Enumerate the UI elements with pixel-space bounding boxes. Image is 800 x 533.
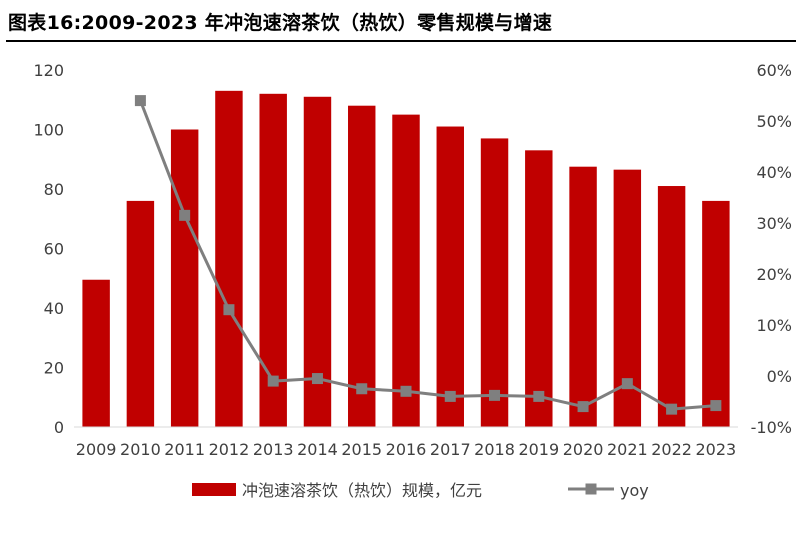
- right-tick-label: 50%: [756, 112, 792, 131]
- chart-title: 图表16:2009-2023 年冲泡速溶茶饮（热饮）零售规模与增速: [8, 12, 553, 34]
- legend-bar-swatch: [192, 483, 236, 496]
- x-tick-label: 2015: [341, 440, 382, 459]
- left-tick-label: 40: [44, 299, 64, 318]
- yoy-marker-2013: [267, 375, 279, 387]
- x-tick-label: 2009: [76, 440, 117, 459]
- bar-series: [82, 90, 730, 428]
- right-tick-label: 0%: [767, 367, 792, 386]
- bar-2009: [82, 279, 110, 427]
- right-axis-ticks: -10% 0% 10% 20% 30% 40% 50% 60%: [751, 61, 792, 437]
- legend: 冲泡速溶茶饮（热饮）规模，亿元 yoy: [192, 481, 649, 500]
- yoy-marker-2021: [621, 378, 633, 390]
- bar-2014: [303, 96, 332, 428]
- bar-2023: [702, 200, 730, 427]
- x-tick-label: 2010: [120, 440, 161, 459]
- line-series: [134, 95, 722, 415]
- yoy-marker-2012: [223, 304, 235, 316]
- left-tick-label: 20: [44, 359, 64, 378]
- yoy-marker-2017: [444, 390, 456, 402]
- bar-2011: [170, 129, 199, 427]
- yoy-marker-2010: [134, 95, 146, 107]
- bar-2017: [436, 126, 464, 428]
- yoy-marker-2023: [710, 400, 722, 412]
- bar-2019: [525, 150, 553, 427]
- x-tick-label: 2022: [651, 440, 692, 459]
- left-tick-label: 60: [44, 240, 64, 259]
- x-tick-label: 2012: [209, 440, 250, 459]
- yoy-marker-2020: [577, 401, 589, 413]
- x-tick-label: 2023: [696, 440, 737, 459]
- left-axis-ticks: 0 20 40 60 80 100 120: [33, 61, 64, 437]
- yoy-line: [139, 100, 716, 411]
- legend-line-label: yoy: [620, 481, 649, 500]
- bar-2012: [215, 90, 243, 427]
- right-tick-label: 40%: [756, 163, 792, 182]
- x-tick-label: 2013: [253, 440, 294, 459]
- right-tick-label: 10%: [756, 316, 792, 335]
- x-tick-label: 2014: [297, 440, 338, 459]
- title-divider: [6, 40, 796, 42]
- legend-bar-label: 冲泡速溶茶饮（热饮）规模，亿元: [242, 481, 482, 500]
- yoy-marker-2011: [179, 209, 191, 221]
- left-tick-label: 0: [54, 418, 64, 437]
- bar-2015: [348, 105, 376, 427]
- left-tick-label: 80: [44, 180, 64, 199]
- yoy-marker-2018: [489, 389, 501, 401]
- bar-2013: [259, 93, 287, 428]
- x-tick-label: 2017: [430, 440, 471, 459]
- bar-2010: [126, 200, 155, 427]
- right-tick-label: 20%: [756, 265, 792, 284]
- legend-line-marker: [585, 483, 597, 495]
- x-tick-label: 2019: [518, 440, 559, 459]
- bar-2016: [392, 114, 420, 427]
- x-axis-ticks: 2009 2010 2011 2012 2013 2014 2015 2016 2017 2018…: [76, 440, 736, 459]
- bar-2018: [480, 138, 509, 428]
- yoy-marker-2014: [311, 373, 323, 385]
- bar-2022: [657, 186, 686, 427]
- x-tick-label: 2021: [607, 440, 648, 459]
- yoy-marker-2015: [356, 383, 368, 395]
- x-tick-label: 2011: [164, 440, 205, 459]
- right-tick-label: 60%: [756, 61, 792, 80]
- left-tick-label: 120: [33, 61, 64, 80]
- bar-2020: [569, 166, 597, 427]
- left-tick-label: 100: [33, 121, 64, 140]
- x-tick-label: 2016: [386, 440, 427, 459]
- yoy-marker-2019: [533, 390, 545, 402]
- right-tick-label: -10%: [751, 418, 792, 437]
- x-tick-label: 2018: [474, 440, 515, 459]
- x-tick-label: 2020: [563, 440, 604, 459]
- yoy-marker-2016: [400, 385, 412, 397]
- right-tick-label: 30%: [756, 214, 792, 233]
- yoy-marker-2022: [666, 403, 678, 415]
